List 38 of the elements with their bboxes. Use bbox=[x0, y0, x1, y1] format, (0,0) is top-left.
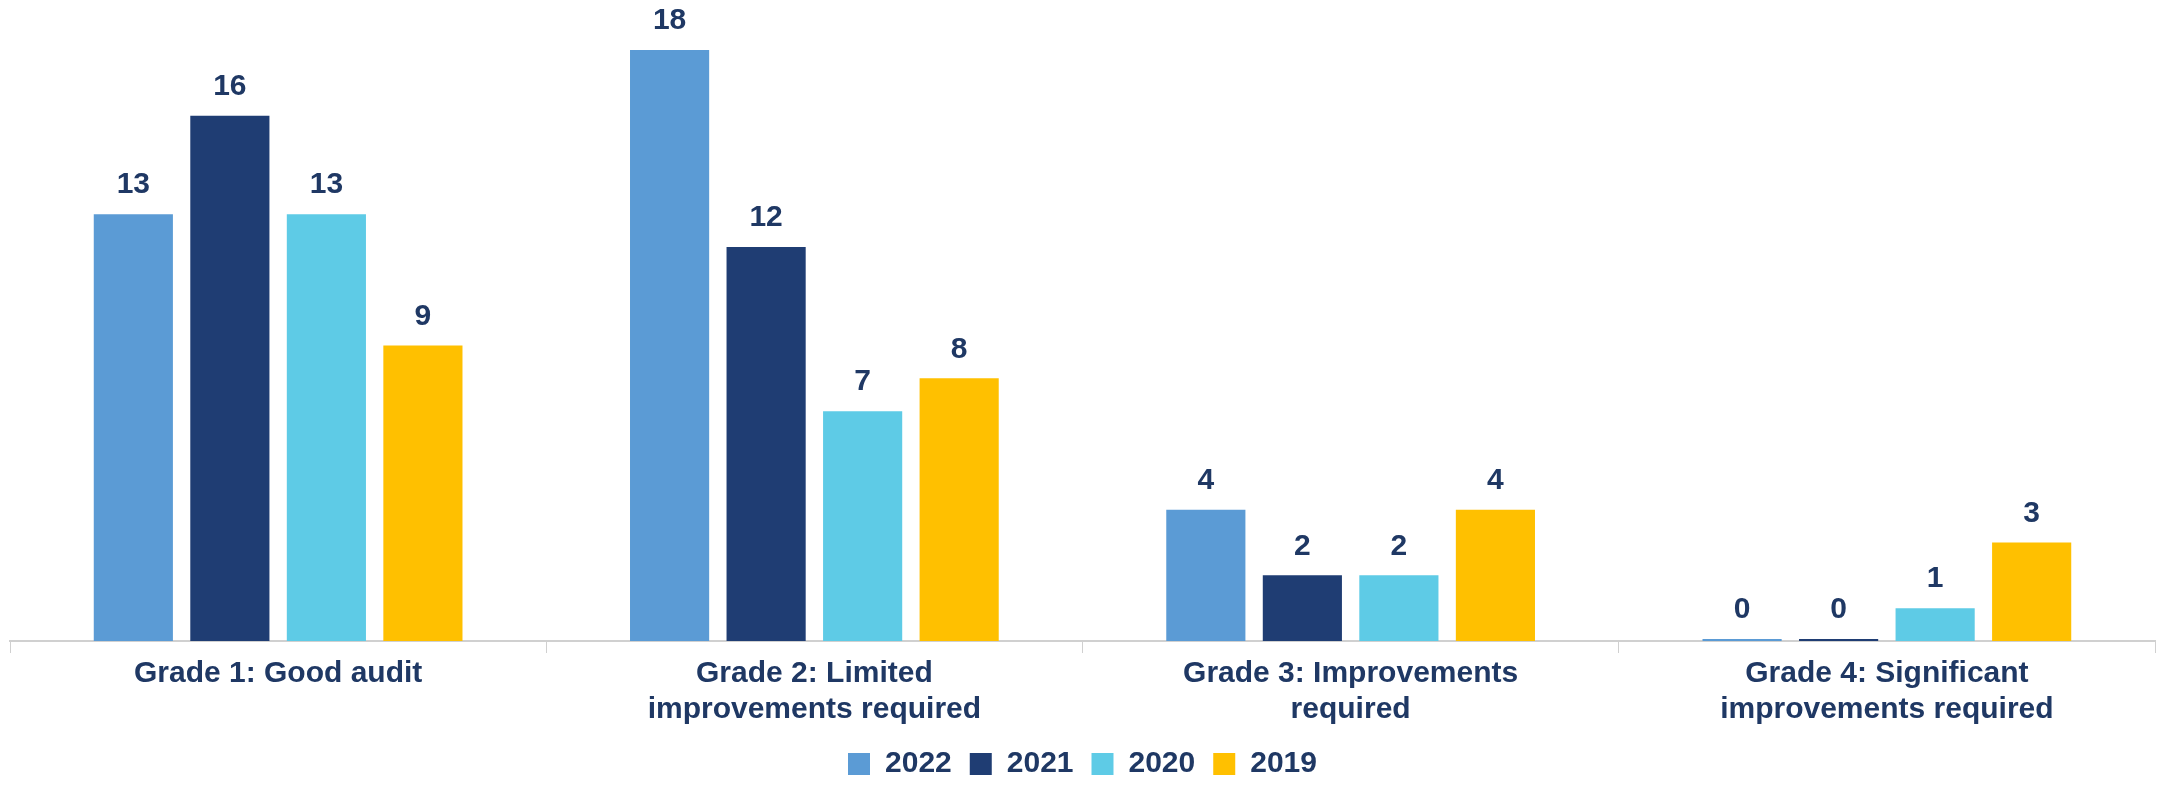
x-tick-label: Grade 4: Significant improvements required bbox=[1720, 655, 2054, 725]
legend-label: 2020 bbox=[1128, 745, 1196, 779]
bar bbox=[1359, 575, 1439, 641]
data-label: 3 bbox=[2023, 494, 2041, 528]
data-label: 2 bbox=[1294, 527, 1311, 561]
data-label: 16 bbox=[213, 67, 247, 101]
data-label: 8 bbox=[950, 330, 968, 364]
bar bbox=[286, 214, 366, 641]
data-label: 12 bbox=[749, 199, 783, 233]
x-tick-label: Grade 1: Good audit bbox=[133, 655, 423, 689]
data-label: 9 bbox=[414, 297, 432, 331]
bar bbox=[919, 378, 999, 641]
bar bbox=[1262, 575, 1342, 641]
legend-label: 2019 bbox=[1250, 745, 1317, 779]
bar bbox=[190, 115, 270, 641]
data-label: 1 bbox=[1926, 560, 1944, 594]
bar bbox=[93, 214, 173, 641]
legend-label: 2022 bbox=[885, 745, 952, 779]
bar bbox=[1455, 509, 1535, 641]
bar bbox=[823, 411, 903, 641]
data-label: 13 bbox=[116, 166, 151, 200]
bar bbox=[630, 50, 710, 641]
x-tick-label: Grade 2: Limited improvements required bbox=[647, 655, 982, 725]
x-tick-label: Grade 3: Improvements required bbox=[1183, 655, 1519, 725]
data-label: 4 bbox=[1487, 461, 1505, 495]
data-label: 18 bbox=[652, 2, 687, 36]
data-label: 2 bbox=[1390, 527, 1408, 561]
data-label: 0 bbox=[1830, 591, 1847, 625]
bar bbox=[1895, 608, 1975, 641]
data-label: 4 bbox=[1197, 461, 1215, 495]
data-label: 0 bbox=[1733, 591, 1751, 625]
bar bbox=[1992, 542, 2072, 641]
bar bbox=[726, 247, 806, 641]
legend-label: 2021 bbox=[1006, 745, 1074, 779]
data-label: 13 bbox=[309, 166, 344, 200]
data-label: 7 bbox=[854, 363, 871, 397]
bar bbox=[383, 345, 463, 641]
bar bbox=[1166, 509, 1246, 641]
